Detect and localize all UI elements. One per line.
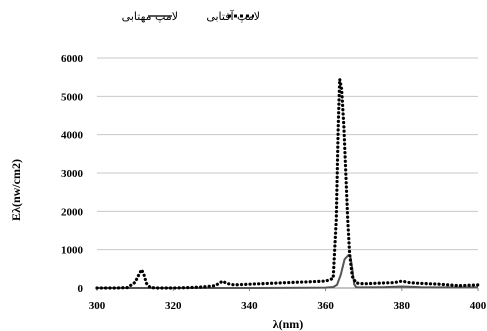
y-tick-label: 4000 — [61, 130, 84, 142]
y-tick-label: 6000 — [61, 53, 84, 65]
x-axis-label: λ(nm) — [273, 317, 304, 331]
y-tick-label: 0 — [78, 283, 84, 295]
y-tick-label: 2000 — [61, 206, 84, 218]
legend: لامپ مهتابی لامپ آفتابی — [122, 9, 260, 23]
series — [95, 77, 480, 290]
x-tick-label: 400 — [470, 300, 487, 312]
x-tick-label: 380 — [394, 300, 411, 312]
legend-label-sun-lamp: لامپ آفتابی — [206, 9, 260, 23]
x-tick-label: 320 — [165, 300, 182, 312]
series-line-1 — [95, 77, 480, 290]
y-tick-label: 3000 — [61, 168, 84, 180]
y-tick-label: 1000 — [61, 245, 84, 257]
x-tick-label: 340 — [241, 300, 258, 312]
tick-labels: 0 1000 2000 3000 4000 5000 6000 300 320 340 360 380… — [61, 53, 487, 312]
x-tick-label: 300 — [89, 300, 106, 312]
gridlines — [97, 57, 478, 251]
y-tick-label: 5000 — [61, 91, 84, 103]
legend-label-fluorescent: لامپ مهتابی — [122, 10, 178, 23]
x-tick-label: 360 — [317, 300, 334, 312]
y-axis-label: Eλ(nw/cm2) — [9, 159, 23, 221]
